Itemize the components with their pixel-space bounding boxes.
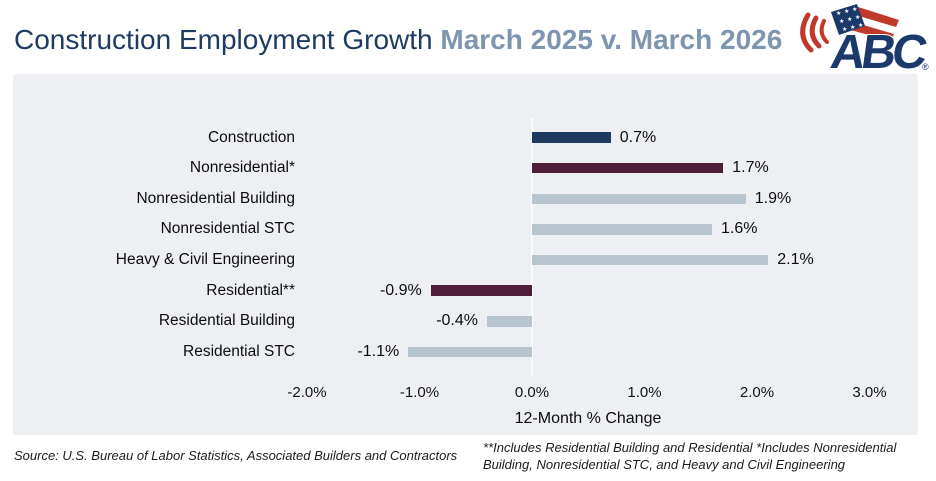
- abc-logo-icon: ★ ★ ★ ★ ★ ★ ★ ★ ★ ABC ®: [800, 4, 931, 74]
- bar: [532, 162, 724, 174]
- svg-text:★: ★: [839, 18, 844, 25]
- bar-row: Heavy & Civil Engineering 2.1%: [13, 249, 918, 271]
- svg-text:★: ★: [852, 6, 857, 13]
- svg-text:★: ★: [842, 26, 847, 33]
- category-label: Residential Building: [158, 312, 295, 330]
- bar-row: Nonresidential STC 1.6%: [13, 218, 918, 240]
- svg-text:★: ★: [850, 24, 855, 31]
- x-tick-label: -2.0%: [287, 384, 327, 401]
- bar-row: Construction 0.7%: [13, 127, 918, 149]
- value-label: -0.9%: [379, 281, 422, 299]
- bar: [532, 224, 712, 235]
- svg-text:★: ★: [855, 14, 860, 21]
- bar: [408, 346, 532, 358]
- page-title: Construction Employment Growth March 202…: [14, 24, 782, 56]
- svg-text:★: ★: [858, 22, 863, 29]
- definitions-footnote: **Includes Residential Building and Resi…: [483, 440, 897, 472]
- x-tick-label: 3.0%: [852, 384, 887, 401]
- category-label: Heavy & Civil Engineering: [115, 251, 295, 269]
- category-label: Construction: [207, 128, 295, 146]
- bar: [532, 193, 746, 205]
- page-title-main: Construction Employment Growth: [14, 24, 441, 55]
- x-tick-label: -1.0%: [399, 384, 440, 401]
- bar-row: Residential Building -0.4%: [13, 310, 918, 332]
- bar: [487, 316, 532, 327]
- value-label: -1.1%: [357, 342, 400, 360]
- bar-row: Nonresidential* 1.7%: [13, 157, 918, 179]
- x-tick-label: 2.0%: [739, 384, 775, 401]
- x-axis-title: 12-Month % Change: [514, 410, 662, 427]
- bar-row: Residential STC -1.1%: [13, 341, 918, 363]
- value-label: 1.7%: [732, 159, 769, 177]
- page-title-dates: March 2025 v. March 2026: [440, 24, 783, 55]
- value-label: 2.1%: [777, 251, 814, 269]
- svg-text:®: ®: [922, 62, 929, 72]
- bar-row: Nonresidential Building 1.9%: [13, 188, 918, 210]
- x-tick-label: 0.0%: [514, 384, 550, 401]
- svg-text:★: ★: [847, 16, 852, 23]
- value-label: -0.4%: [436, 312, 478, 330]
- value-label: 1.6%: [721, 220, 758, 238]
- category-label: Nonresidential Building: [136, 189, 295, 207]
- bar-row: Residential** -0.9%: [13, 280, 918, 302]
- category-label: Residential**: [206, 281, 295, 299]
- category-label: Nonresidential*: [189, 159, 295, 177]
- value-label: 0.7%: [619, 128, 657, 146]
- value-label: 1.9%: [754, 189, 792, 207]
- zero-axis-line: [531, 118, 533, 375]
- source-footnote: Source: U.S. Bureau of Labor Statistics,…: [14, 448, 458, 463]
- bar: [532, 254, 769, 266]
- x-tick-label: 1.0%: [627, 384, 662, 401]
- svg-text:★: ★: [836, 10, 841, 17]
- category-label: Nonresidential STC: [160, 220, 295, 238]
- bar: [430, 285, 532, 296]
- svg-text:ABC: ABC: [827, 25, 930, 74]
- bar: [532, 132, 611, 143]
- category-label: Residential STC: [183, 342, 295, 360]
- chart-panel: Construction 0.7% Nonresidential* 1.7% Nonre…: [13, 74, 918, 435]
- svg-text:★: ★: [844, 8, 849, 15]
